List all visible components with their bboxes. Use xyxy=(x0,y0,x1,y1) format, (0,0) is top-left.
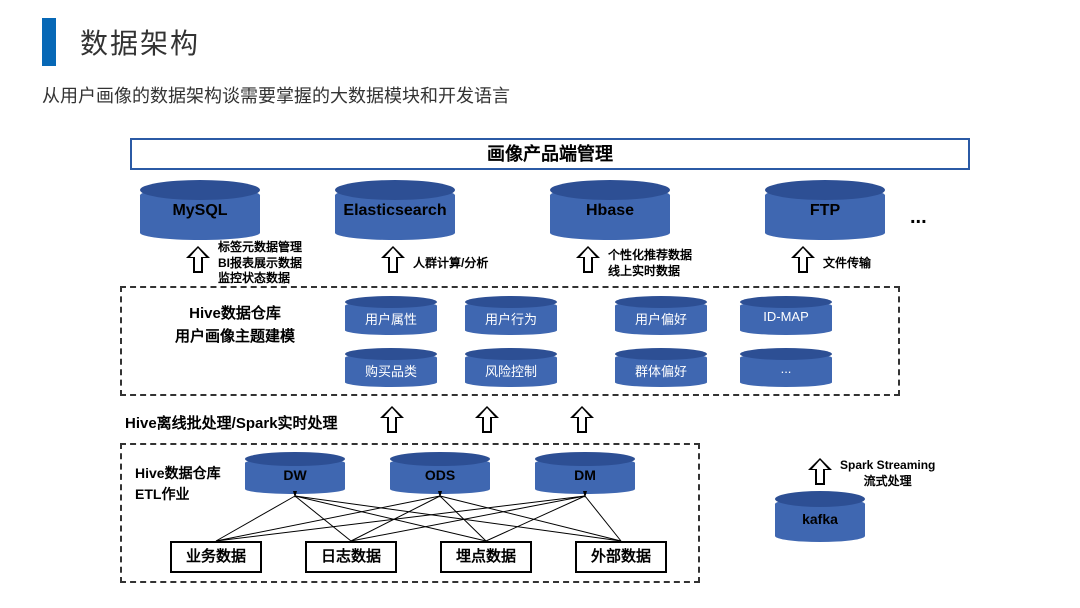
src-log: 日志数据 xyxy=(305,541,397,573)
cyl-group-pref: 群体偏好 xyxy=(615,353,707,387)
etl-box-label: Hive数据仓库 ETL作业 xyxy=(135,463,221,505)
top-banner: 画像产品端管理 xyxy=(130,138,970,170)
kafka-arrow-label: Spark Streaming 流式处理 xyxy=(840,458,935,489)
arrow-label-es: 人群计算/分析 xyxy=(413,256,488,272)
cyl-label: MySQL xyxy=(140,202,260,220)
cyl-mysql: MySQL xyxy=(140,188,260,240)
arrow-label-hbase: 个性化推荐数据 线上实时数据 xyxy=(608,248,692,279)
cyl-dw: DW xyxy=(245,458,345,494)
src-external: 外部数据 xyxy=(575,541,667,573)
cyl-kafka: kafka xyxy=(775,498,865,542)
accent-bar xyxy=(42,18,56,66)
cyl-idmap: ID-MAP xyxy=(740,301,832,335)
arrow-icon xyxy=(576,246,600,274)
page-title: 数据架构 xyxy=(80,22,200,62)
cyl-user-behavior: 用户行为 xyxy=(465,301,557,335)
hive-box-label: Hive数据仓库 用户画像主题建模 xyxy=(155,303,315,348)
cyl-risk: 风险控制 xyxy=(465,353,557,387)
arrow-icon xyxy=(186,246,210,274)
arrow-icon xyxy=(380,406,404,434)
cyl-user-attr: 用户属性 xyxy=(345,301,437,335)
architecture-diagram: 画像产品端管理 MySQL Elasticsearch Hbase FTP ..… xyxy=(110,128,1030,598)
page-subtitle: 从用户画像的数据架构谈需要掌握的大数据模块和开发语言 xyxy=(42,82,510,108)
cyl-label: Elasticsearch xyxy=(335,202,455,220)
arrow-icon xyxy=(381,246,405,274)
arrow-icon xyxy=(808,458,832,486)
cyl-elasticsearch: Elasticsearch xyxy=(335,188,455,240)
src-tracking: 埋点数据 xyxy=(440,541,532,573)
cyl-dm: DM xyxy=(535,458,635,494)
cyl-label: Hbase xyxy=(550,202,670,220)
cyl-ftp: FTP xyxy=(765,188,885,240)
cyl-hbase: Hbase xyxy=(550,188,670,240)
arrow-label-mysql: 标签元数据管理 BI报表展示数据 监控状态数据 xyxy=(218,240,302,287)
cyl-buy: 购买品类 xyxy=(345,353,437,387)
src-business: 业务数据 xyxy=(170,541,262,573)
mid-label: Hive离线批处理/Spark实时处理 xyxy=(125,413,338,436)
storage-dots: ... xyxy=(910,206,927,229)
cyl-user-pref: 用户偏好 xyxy=(615,301,707,335)
arrow-icon xyxy=(570,406,594,434)
arrow-icon xyxy=(475,406,499,434)
arrow-icon xyxy=(791,246,815,274)
cyl-more: ... xyxy=(740,353,832,387)
cyl-label: FTP xyxy=(765,202,885,220)
cyl-ods: ODS xyxy=(390,458,490,494)
arrow-label-ftp: 文件传输 xyxy=(823,256,871,272)
